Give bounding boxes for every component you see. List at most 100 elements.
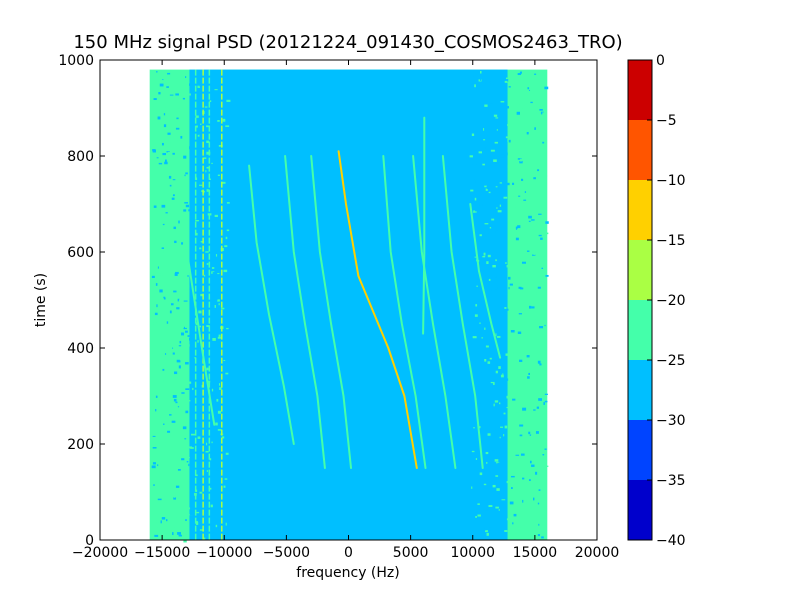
noise-speck	[506, 265, 508, 268]
noise-speck	[495, 505, 498, 507]
noise-speck	[489, 103, 494, 105]
noise-speck	[522, 105, 526, 109]
noise-speck	[516, 538, 520, 540]
noise-speck	[205, 120, 209, 122]
noise-speck	[497, 210, 502, 213]
edge-noise	[151, 70, 549, 543]
noise-speck	[226, 327, 229, 330]
noise-speck	[199, 84, 201, 87]
noise-speck	[217, 288, 219, 290]
noise-speck	[507, 295, 512, 297]
noise-speck	[470, 440, 474, 442]
noise-speck	[532, 108, 536, 112]
noise-speck	[183, 72, 187, 75]
noise-speck	[532, 326, 536, 328]
noise-speck	[519, 424, 524, 427]
noise-speck	[161, 204, 166, 208]
noise-speck	[474, 197, 477, 201]
noise-speck	[212, 272, 217, 275]
colorbar-level	[628, 300, 652, 360]
noise-speck	[177, 137, 180, 141]
colorbar-tick-label: −15	[656, 233, 686, 249]
noise-speck	[528, 372, 531, 375]
noise-speck	[544, 465, 549, 467]
noise-speck	[187, 162, 189, 165]
noise-speck	[484, 508, 488, 511]
noise-speck	[214, 305, 216, 308]
noise-speck	[484, 314, 487, 317]
noise-speck	[513, 352, 517, 356]
noise-speck	[173, 214, 177, 216]
noise-speck	[501, 147, 503, 150]
noise-speck	[479, 125, 484, 129]
noise-speck	[521, 106, 523, 110]
noise-speck	[209, 473, 214, 477]
noise-speck	[194, 475, 197, 479]
noise-speck	[199, 141, 202, 143]
noise-speck	[211, 162, 213, 165]
noise-speck	[152, 232, 155, 235]
noise-speck	[225, 236, 228, 240]
noise-speck	[545, 221, 549, 224]
noise-speck	[225, 362, 228, 364]
noise-speck	[173, 99, 177, 103]
noise-speck	[218, 383, 221, 386]
noise-speck	[197, 85, 201, 88]
noise-speck	[479, 472, 483, 476]
noise-speck	[198, 482, 203, 486]
noise-speck	[185, 410, 189, 414]
noise-speck	[171, 348, 175, 351]
noise-speck	[479, 78, 482, 81]
noise-speck	[179, 289, 184, 292]
noise-speck	[210, 504, 213, 508]
noise-speck	[195, 219, 199, 222]
colorbar-tick-label: −30	[656, 413, 686, 429]
noise-speck	[531, 435, 533, 437]
noise-speck	[209, 458, 212, 461]
noise-speck	[529, 434, 532, 436]
noise-speck	[190, 447, 194, 449]
noise-speck	[509, 186, 513, 188]
noise-speck	[485, 188, 488, 191]
noise-speck	[215, 81, 220, 85]
noise-speck	[471, 108, 473, 111]
noise-speck	[200, 293, 204, 297]
noise-speck	[173, 300, 176, 303]
noise-speck	[530, 101, 533, 104]
noise-speck	[490, 381, 495, 384]
noise-speck	[198, 310, 202, 314]
noise-speck	[164, 253, 168, 257]
noise-speck	[508, 483, 511, 485]
noise-speck	[515, 535, 519, 539]
noise-speck	[502, 373, 504, 375]
noise-speck	[154, 312, 158, 316]
noise-speck	[543, 474, 546, 477]
noise-speck	[167, 387, 170, 390]
x-tick-label: 0	[344, 545, 353, 561]
noise-speck	[188, 209, 191, 212]
noise-speck	[474, 84, 476, 88]
noise-speck	[205, 321, 207, 324]
y-tick-label: 800	[67, 149, 94, 165]
noise-speck	[162, 78, 164, 81]
noise-speck	[163, 423, 165, 425]
noise-speck	[513, 513, 517, 517]
colorbar-level	[628, 360, 652, 420]
noise-speck	[520, 158, 522, 162]
noise-speck	[225, 522, 227, 526]
noise-speck	[503, 196, 508, 199]
noise-speck	[168, 141, 171, 143]
noise-speck	[157, 498, 162, 501]
noise-speck	[196, 232, 198, 236]
noise-speck	[515, 226, 518, 229]
noise-speck	[515, 388, 520, 392]
noise-speck	[169, 94, 174, 96]
noise-speck	[512, 182, 515, 185]
noise-speck	[533, 253, 535, 256]
noise-speck	[189, 212, 192, 214]
noise-speck	[538, 234, 542, 237]
noise-speck	[475, 70, 479, 74]
noise-speck	[159, 83, 164, 87]
noise-speck	[527, 326, 529, 329]
noise-speck	[186, 241, 189, 243]
